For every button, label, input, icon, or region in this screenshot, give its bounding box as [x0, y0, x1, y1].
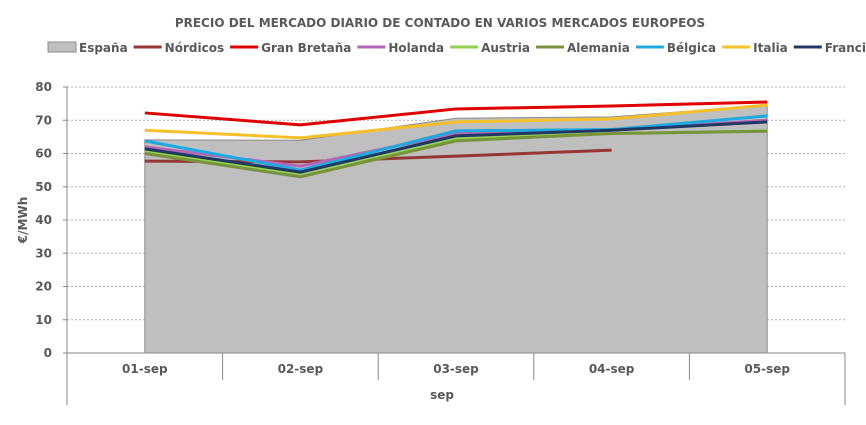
- chart-title: PRECIO DEL MERCADO DIARIO DE CONTADO EN …: [175, 16, 705, 30]
- legend-label: Alemania: [567, 41, 630, 55]
- legend: España Nórdicos Gran Bretaña Holanda Austria…: [47, 41, 866, 55]
- y-tick-label: 70: [35, 113, 52, 127]
- y-tick-label: 40: [35, 213, 52, 227]
- y-tick-label: 30: [35, 246, 52, 260]
- x-tick-label: 05-sep: [744, 362, 790, 376]
- x-tick-label: 01-sep: [122, 362, 168, 376]
- y-tick-label: 20: [35, 280, 52, 294]
- x-tick-label: 02-sep: [278, 362, 324, 376]
- y-tick-label: 0: [44, 346, 52, 360]
- legend-label: Bélgica: [667, 41, 716, 55]
- axes: 0 10 20 30 40 50 60 70 80 01-sep 02-sep 03-sep 04-se…: [35, 80, 846, 405]
- legend-item: Francia: [793, 41, 866, 55]
- area-series: [144, 104, 768, 354]
- series-alemania: [144, 129, 768, 179]
- x-tick-label: 03-sep: [433, 362, 479, 376]
- legend-label: Francia: [825, 41, 866, 55]
- legend-label: Nórdicos: [165, 41, 224, 55]
- y-tick-label: 80: [35, 80, 52, 94]
- x-tick-label: 04-sep: [589, 362, 635, 376]
- series-gran-bretaña: [144, 100, 768, 127]
- legend-label: Gran Bretaña: [261, 41, 351, 55]
- legend-item: Italia: [722, 41, 788, 55]
- legend-item: Bélgica: [635, 41, 716, 55]
- legend-item: España: [47, 41, 128, 55]
- y-tick-label: 60: [35, 147, 52, 161]
- legend-item: Nórdicos: [133, 41, 224, 55]
- y-tick-label: 10: [35, 313, 52, 327]
- legend-item: Austria: [450, 41, 530, 55]
- series-italia: [144, 103, 768, 140]
- x-axis-label: sep: [430, 388, 454, 402]
- legend-label: Italia: [753, 41, 788, 55]
- legend-label: Austria: [481, 41, 530, 55]
- legend-label: España: [79, 41, 128, 55]
- legend-item: Alemania: [535, 41, 630, 55]
- legend-item: Holanda: [357, 41, 444, 55]
- series-francia: [144, 120, 768, 174]
- legend-item: Gran Bretaña: [230, 41, 351, 55]
- legend-label: Holanda: [388, 41, 444, 55]
- y-axis-label: €/MWh: [16, 197, 30, 244]
- y-tick-label: 50: [35, 180, 52, 194]
- plot-area: [144, 100, 768, 354]
- legend-swatch: [47, 41, 77, 53]
